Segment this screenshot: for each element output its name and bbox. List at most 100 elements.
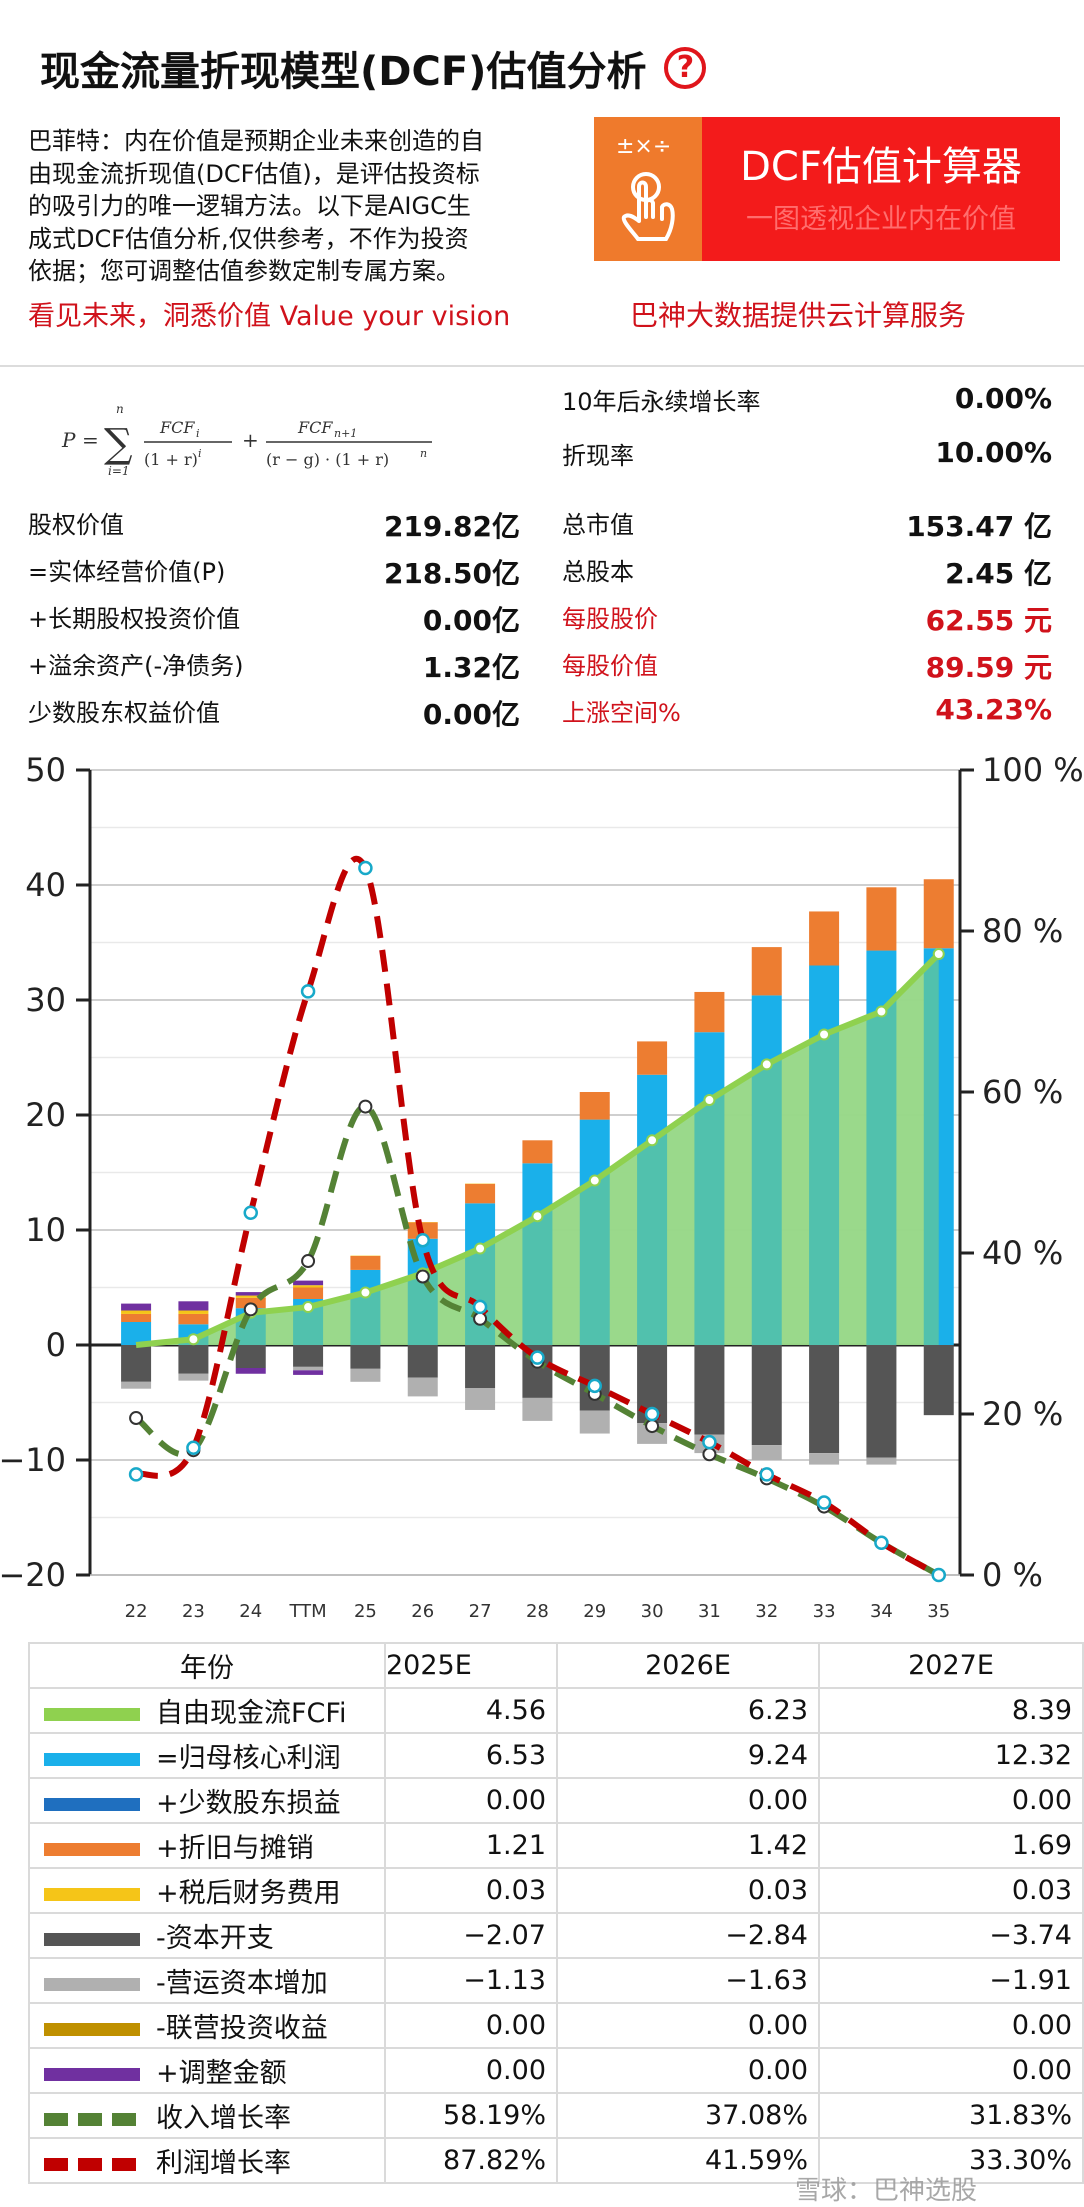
intro-line: 由现金流折现值(DCF估值)，是评估投资标 bbox=[28, 159, 480, 188]
row-value: 0.00 bbox=[818, 2002, 1084, 2049]
valuation-label: +长期股权投资价值 bbox=[28, 605, 241, 633]
x-tick-label: TTM bbox=[288, 1601, 326, 1622]
revenue-growth-point bbox=[358, 1099, 373, 1114]
bar-positive bbox=[637, 1041, 668, 1075]
bar-negative bbox=[178, 1373, 209, 1381]
bar-positive bbox=[178, 1301, 209, 1311]
bar-positive bbox=[178, 1310, 209, 1314]
bar-negative bbox=[923, 1345, 954, 1416]
bar-positive bbox=[121, 1303, 152, 1311]
row-value: −1.91 bbox=[818, 1957, 1084, 2004]
row-label: -营运资本增加 bbox=[28, 1957, 386, 2004]
bar-positive bbox=[809, 911, 840, 966]
row-label-text: 自由现金流FCFi bbox=[156, 1698, 347, 1729]
bar-positive bbox=[522, 1140, 553, 1164]
legend-swatch bbox=[44, 1708, 140, 1721]
bar-positive bbox=[178, 1313, 209, 1325]
svg-text:+: + bbox=[242, 428, 259, 452]
x-tick-label: 31 bbox=[698, 1601, 721, 1622]
data-table: 年份 2025E 2026E 2027E 自由现金流FCFi 4.56 6.23 8.39 =归… bbox=[28, 1642, 1084, 2184]
fcf-point bbox=[588, 1174, 601, 1187]
profit-growth-point bbox=[931, 1567, 946, 1583]
row-value: 1.69 bbox=[818, 1822, 1084, 1869]
table-row: 收入增长率 58.19% 37.08% 31.83% bbox=[28, 2092, 1084, 2139]
legend-swatch bbox=[44, 2023, 140, 2036]
legend-swatch bbox=[44, 1753, 140, 1766]
table-row: =归母核心利润 6.53 9.24 12.32 bbox=[28, 1732, 1084, 1779]
intro-line: 成式DCF估值分析,仅供参考，不作为投资 bbox=[28, 224, 469, 253]
intro-line: 依据；您可调整估值参数定制专属方案。 bbox=[28, 257, 460, 285]
row-value: −1.13 bbox=[384, 1957, 558, 2004]
valuation-value: 219.82亿 bbox=[383, 510, 520, 543]
profit-growth-point bbox=[587, 1378, 602, 1394]
x-tick-label: 29 bbox=[583, 1601, 606, 1622]
row-label-text: -营运资本增加 bbox=[156, 1968, 328, 1999]
valuation-label: =实体经营价值(P) bbox=[28, 558, 226, 586]
x-tick-label: 32 bbox=[755, 1601, 778, 1622]
param-value: 10.00% bbox=[935, 436, 1052, 469]
bar-positive bbox=[121, 1322, 152, 1345]
bar-negative bbox=[579, 1410, 610, 1434]
revenue-growth-point bbox=[645, 1419, 660, 1434]
row-label-text: -资本开支 bbox=[156, 1923, 274, 1954]
bar-negative bbox=[751, 1345, 782, 1446]
dcf-calculator-banner[interactable]: ±×÷ DCF估值计算器 一图透视企业内在价值 bbox=[594, 117, 1060, 261]
year-column-header: 2025E bbox=[384, 1642, 558, 1689]
banner-subtitle: 一图透视企业内在价值 bbox=[746, 203, 1016, 235]
x-tick-label: 33 bbox=[813, 1601, 836, 1622]
right-tick-label: 0 % bbox=[982, 1556, 1043, 1594]
fcf-point bbox=[646, 1134, 659, 1147]
row-value: 12.32 bbox=[818, 1732, 1084, 1779]
help-icon[interactable]: ? bbox=[664, 47, 707, 89]
row-value: 31.83% bbox=[818, 2092, 1084, 2139]
row-label: +折旧与摊销 bbox=[28, 1822, 386, 1869]
bar-negative bbox=[235, 1345, 266, 1368]
row-value: 1.21 bbox=[384, 1822, 558, 1869]
row-label-text: 收入增长率 bbox=[156, 2103, 291, 2134]
bar-negative bbox=[694, 1345, 725, 1435]
bar-positive bbox=[350, 1255, 381, 1270]
svg-text:∑: ∑ bbox=[104, 421, 133, 467]
banner-title: DCF估值计算器 bbox=[740, 143, 1022, 190]
x-tick-label: 27 bbox=[469, 1601, 492, 1622]
left-tick-label: 50 bbox=[25, 751, 66, 789]
market-value: 89.59 元 bbox=[925, 651, 1052, 684]
row-value: 4.56 bbox=[384, 1687, 558, 1734]
legend-swatch bbox=[44, 1888, 140, 1901]
banner-text-panel: DCF估值计算器 一图透视企业内在价值 bbox=[702, 117, 1060, 261]
bar-positive bbox=[235, 1295, 266, 1298]
row-label: 收入增长率 bbox=[28, 2092, 386, 2139]
table-row: 自由现金流FCFi 4.56 6.23 8.39 bbox=[28, 1687, 1084, 1734]
legend-swatch bbox=[44, 1798, 140, 1811]
revenue-growth-point bbox=[415, 1269, 430, 1284]
title-row: 现金流量折现模型(DCF)估值分析 ? bbox=[40, 38, 707, 98]
bar-negative bbox=[465, 1345, 496, 1389]
row-value: 41.59% bbox=[556, 2137, 820, 2184]
bar-positive bbox=[751, 947, 782, 996]
legend-swatch bbox=[44, 2113, 140, 2126]
row-label-text: -联营投资收益 bbox=[156, 2013, 328, 2044]
valuation-label: +溢余资产(-净债务) bbox=[28, 652, 244, 680]
legend-swatch bbox=[44, 2158, 140, 2171]
row-label-text: =归母核心利润 bbox=[156, 1743, 341, 1774]
svg-text:i: i bbox=[196, 427, 200, 440]
revenue-growth-point bbox=[702, 1447, 717, 1462]
market-label: 上涨空间% bbox=[562, 699, 681, 727]
row-value: 33.30% bbox=[818, 2137, 1084, 2184]
left-tick-label: 0 bbox=[46, 1326, 66, 1364]
valuation-label: 股权价值 bbox=[28, 511, 124, 539]
row-value: 0.00 bbox=[556, 2047, 820, 2094]
profit-growth-point bbox=[186, 1440, 201, 1456]
param-label: 10年后永续增长率 bbox=[562, 388, 761, 416]
section-divider bbox=[0, 365, 1084, 367]
market-value: 62.55 元 bbox=[925, 604, 1052, 637]
row-label: -联营投资收益 bbox=[28, 2002, 386, 2049]
x-tick-label: 30 bbox=[641, 1601, 664, 1622]
left-tick-label: −20 bbox=[0, 1556, 66, 1594]
fcf-area-overlay bbox=[136, 954, 939, 1345]
market-label: 总股本 bbox=[562, 558, 634, 586]
row-value: 0.03 bbox=[818, 1867, 1084, 1914]
valuation-value: 218.50亿 bbox=[383, 557, 520, 590]
fcf-point bbox=[531, 1210, 544, 1223]
row-value: 0.00 bbox=[556, 1777, 820, 1824]
